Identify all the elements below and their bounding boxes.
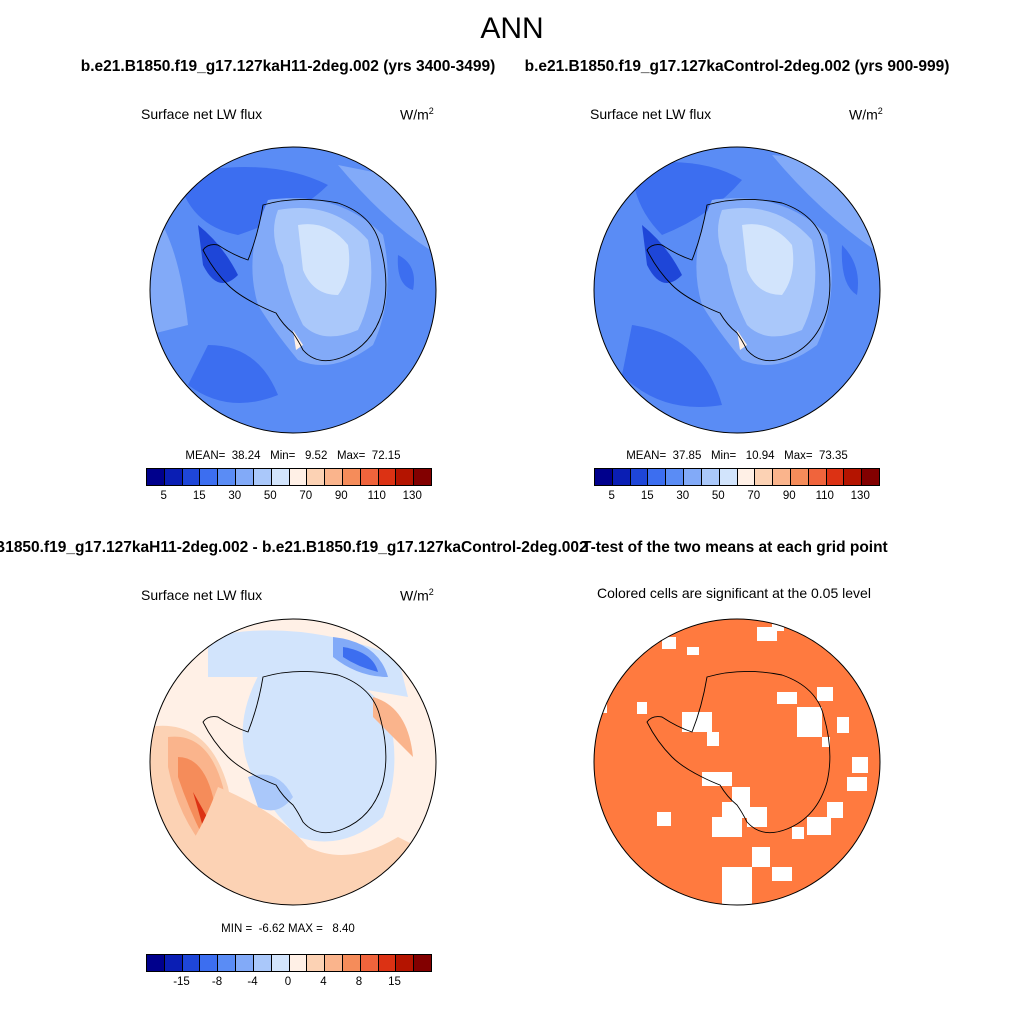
colorbar-swatch bbox=[253, 955, 272, 971]
colorbar-tick-label: -4 bbox=[247, 976, 258, 988]
difference-variable-label: Surface net LW flux bbox=[141, 587, 263, 603]
colorbar-swatch bbox=[396, 469, 415, 485]
colorbar-tick-label: 15 bbox=[192, 490, 206, 502]
colorbar-swatch bbox=[325, 469, 343, 485]
colorbar-tick-label: 90 bbox=[782, 490, 796, 502]
colorbar-swatch bbox=[236, 469, 254, 485]
colorbar-swatch bbox=[844, 469, 863, 485]
colorbar-swatch bbox=[378, 469, 397, 485]
difference-stats: MIN = -6.62 MAX = 8.40 bbox=[221, 923, 355, 935]
test-polar-map bbox=[149, 146, 437, 434]
colorbar-swatch bbox=[182, 469, 201, 485]
colorbar-swatch bbox=[218, 469, 237, 485]
colorbar-swatch bbox=[182, 955, 201, 971]
colorbar-swatch bbox=[147, 955, 165, 971]
control-colorbar bbox=[594, 468, 880, 486]
colorbar-swatch bbox=[414, 955, 431, 971]
colorbar-swatch bbox=[342, 469, 361, 485]
difference-polar-map bbox=[149, 618, 437, 906]
colorbar-tick-label: 4 bbox=[320, 976, 327, 988]
colorbar-swatch bbox=[808, 469, 827, 485]
colorbar-tick-label: 110 bbox=[815, 490, 834, 502]
colorbar-swatch bbox=[200, 469, 219, 485]
colorbar-swatch bbox=[360, 955, 379, 971]
colorbar-swatch bbox=[164, 469, 183, 485]
colorbar-tick-label: 70 bbox=[299, 490, 313, 502]
test-variable-label: Surface net LW flux bbox=[141, 106, 263, 122]
colorbar-swatch bbox=[218, 955, 237, 971]
colorbar-tick-label: 15 bbox=[388, 976, 401, 988]
colorbar-swatch bbox=[307, 955, 326, 971]
difference-case-title: B1850.f19_g17.127kaH11-2deg.002 - b.e21.… bbox=[0, 539, 588, 556]
colorbar-tick-label: 110 bbox=[367, 490, 386, 502]
colorbar-swatch bbox=[414, 469, 431, 485]
colorbar-swatch bbox=[755, 469, 774, 485]
colorbar-swatch bbox=[612, 469, 631, 485]
ttest-title: T-test of the two means at each grid poi… bbox=[582, 539, 888, 556]
colorbar-swatch bbox=[342, 955, 361, 971]
control-case-title: b.e21.B1850.f19_g17.127kaControl-2deg.00… bbox=[524, 58, 950, 75]
colorbar-swatch bbox=[862, 469, 879, 485]
colorbar-swatch bbox=[737, 469, 756, 485]
test-colorbar bbox=[146, 468, 432, 486]
colorbar-swatch bbox=[147, 469, 165, 485]
colorbar-tick-label: 30 bbox=[228, 490, 242, 502]
colorbar-swatch bbox=[271, 469, 290, 485]
difference-colorbar bbox=[146, 954, 432, 972]
colorbar-swatch bbox=[271, 955, 290, 971]
colorbar-swatch bbox=[648, 469, 667, 485]
control-stats: MEAN= 37.85 Min= 10.94 Max= 73.35 bbox=[626, 450, 848, 462]
colorbar-swatch bbox=[360, 469, 379, 485]
colorbar-swatch bbox=[773, 469, 791, 485]
colorbar-tick-label: 0 bbox=[284, 976, 292, 988]
colorbar-tick-label: 30 bbox=[676, 490, 690, 502]
colorbar-swatch bbox=[826, 469, 845, 485]
colorbar-tick-label: 50 bbox=[711, 490, 725, 502]
colorbar-swatch bbox=[719, 469, 738, 485]
colorbar-swatch bbox=[378, 955, 397, 971]
test-units-label: W/m2 bbox=[400, 106, 434, 123]
test-stats: MEAN= 38.24 Min= 9.52 Max= 72.15 bbox=[185, 450, 401, 462]
colorbar-swatch bbox=[325, 955, 343, 971]
colorbar-swatch bbox=[307, 469, 326, 485]
colorbar-swatch bbox=[253, 469, 272, 485]
control-polar-map bbox=[593, 146, 881, 434]
colorbar-swatch bbox=[396, 955, 415, 971]
colorbar-swatch bbox=[684, 469, 702, 485]
ttest-significance-map bbox=[593, 618, 881, 906]
colorbar-swatch bbox=[666, 469, 685, 485]
figure-title: ANN bbox=[480, 12, 544, 45]
colorbar-tick-label: 90 bbox=[334, 490, 348, 502]
colorbar-swatch bbox=[289, 955, 308, 971]
colorbar-tick-label: -15 bbox=[173, 976, 190, 988]
colorbar-tick-label: -8 bbox=[211, 976, 223, 988]
colorbar-swatch bbox=[236, 955, 254, 971]
colorbar-swatch bbox=[630, 469, 649, 485]
control-variable-label: Surface net LW flux bbox=[590, 106, 712, 122]
colorbar-swatch bbox=[164, 955, 183, 971]
colorbar-swatch bbox=[289, 469, 308, 485]
colorbar-tick-label: 15 bbox=[640, 490, 654, 502]
colorbar-tick-label: 50 bbox=[263, 490, 277, 502]
ttest-subtitle: Colored cells are significant at the 0.0… bbox=[597, 585, 871, 601]
colorbar-swatch bbox=[200, 955, 219, 971]
difference-units-label: W/m2 bbox=[400, 587, 434, 604]
test-case-title: b.e21.B1850.f19_g17.127kaH11-2deg.002 (y… bbox=[80, 58, 496, 75]
colorbar-tick-label: 130 bbox=[402, 490, 422, 502]
colorbar-tick-label: 5 bbox=[160, 490, 167, 502]
colorbar-tick-label: 8 bbox=[355, 976, 363, 988]
colorbar-tick-label: 130 bbox=[850, 490, 870, 502]
colorbar-tick-label: 5 bbox=[608, 490, 615, 502]
colorbar-swatch bbox=[790, 469, 809, 485]
colorbar-swatch bbox=[701, 469, 720, 485]
control-units-label: W/m2 bbox=[849, 106, 883, 123]
colorbar-swatch bbox=[595, 469, 613, 485]
colorbar-tick-label: 70 bbox=[747, 490, 761, 502]
